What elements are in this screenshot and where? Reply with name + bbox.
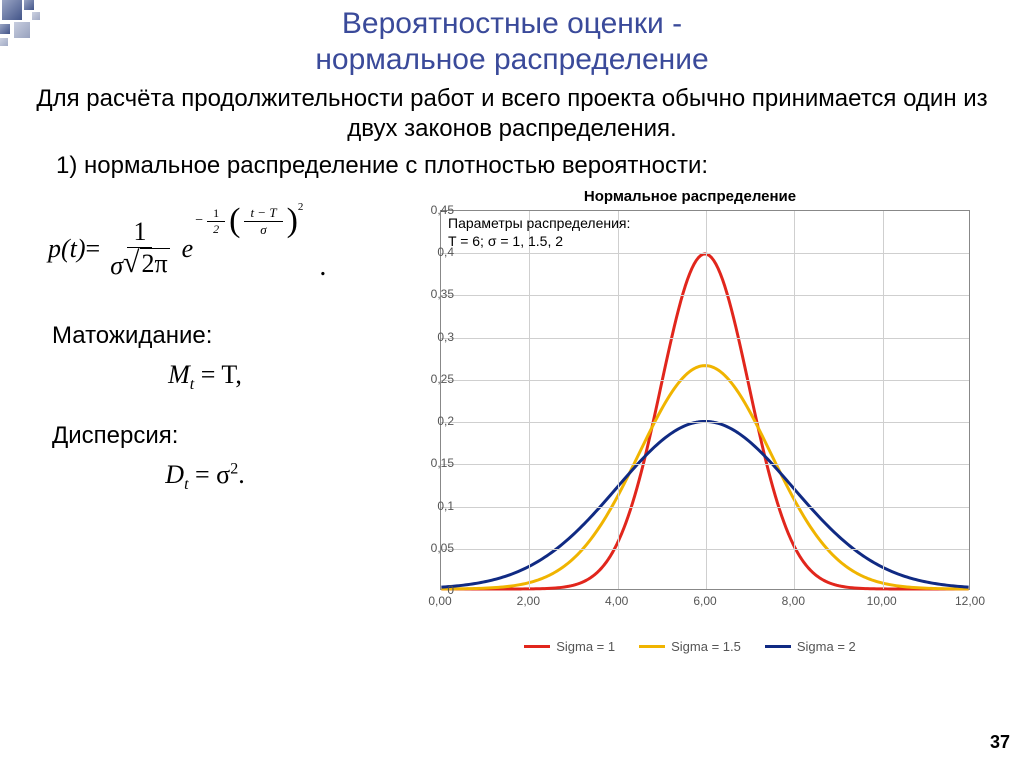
x-tick-label: 12,00 [955, 594, 985, 608]
legend-label-3: Sigma = 2 [797, 639, 856, 654]
curve-sigma-=-1.5 [441, 366, 968, 589]
eq-disp-lhs: D [165, 460, 184, 489]
y-tick-label: 0,25 [431, 372, 454, 386]
y-tick-label: 0,2 [437, 414, 454, 428]
title-line-1: Вероятностные оценки - [342, 7, 682, 40]
exp-inner-den: σ [254, 222, 272, 238]
eq-exp-lhs: M [168, 360, 190, 389]
frac1-num: 1 [127, 217, 152, 248]
x-tick-label: 2,00 [517, 594, 540, 608]
equation-expectation: Mt = T, [28, 356, 382, 404]
formula-e: e [182, 234, 194, 264]
label-expectation: Матожидание: [28, 304, 382, 356]
chart-curves-svg [441, 211, 969, 589]
legend-swatch-3 [765, 645, 791, 648]
formula-fraction-1: 1 σ√2π [104, 217, 175, 282]
intro-paragraph: Для расчёта продолжительности работ и вс… [0, 78, 1024, 148]
chart-parameters: Параметры распределения: T = 6; σ = 1, 1… [448, 214, 630, 250]
chart-plot-area [440, 210, 970, 590]
label-dispersion: Дисперсия: [28, 404, 382, 456]
formula-lhs: p(t) [48, 234, 86, 264]
legend-label-2: Sigma = 1.5 [671, 639, 741, 654]
exp-square: 2 [298, 201, 304, 213]
y-tick-label: 0,05 [431, 541, 454, 555]
eq-disp-rhs: = σ [189, 460, 231, 489]
chart-title: Нормальное распределение [390, 188, 990, 207]
legend-swatch-2 [639, 645, 665, 648]
eq-disp-end: . [238, 460, 245, 489]
legend-swatch-1 [524, 645, 550, 648]
curve-sigma-=-2 [441, 421, 968, 587]
exp-inner-num: t − T [244, 205, 282, 222]
y-tick-label: 0 [447, 583, 454, 597]
corner-decoration [0, 0, 60, 60]
chart-legend: Sigma = 1 Sigma = 1.5 Sigma = 2 [390, 639, 990, 654]
x-tick-label: 8,00 [782, 594, 805, 608]
legend-item-sigma-1-5: Sigma = 1.5 [639, 639, 741, 654]
y-tick-label: 0,35 [431, 287, 454, 301]
param-line-2: T = 6; σ = 1, 1.5, 2 [448, 232, 630, 250]
frac1-sigma: σ [110, 251, 123, 280]
legend-item-sigma-1: Sigma = 1 [524, 639, 615, 654]
frac1-den: σ√2π [104, 248, 175, 282]
y-tick-label: 0,3 [437, 330, 454, 344]
formula-exponent: − 1 2 ( t − T σ ) 2 [195, 205, 303, 238]
slide-title: Вероятностные оценки - нормальное распре… [0, 0, 1024, 78]
x-tick-label: 6,00 [693, 594, 716, 608]
x-tick-label: 4,00 [605, 594, 628, 608]
param-line-1: Параметры распределения: [448, 214, 630, 232]
exp-frac-num: 1 [207, 206, 225, 222]
formula-eq: = [86, 234, 101, 264]
sqrt: √2π [123, 248, 170, 282]
y-tick-label: 0,1 [437, 499, 454, 513]
y-tick-label: 0,45 [431, 203, 454, 217]
eq-exp-rhs: = T, [194, 360, 242, 389]
title-line-2: нормальное распределение [315, 43, 708, 76]
y-tick-label: 0,15 [431, 456, 454, 470]
y-tick-label: 0,4 [437, 245, 454, 259]
sqrt-arg: 2π [140, 248, 170, 279]
eq-disp-sup: 2 [230, 461, 238, 478]
legend-item-sigma-2: Sigma = 2 [765, 639, 856, 654]
legend-label-1: Sigma = 1 [556, 639, 615, 654]
x-tick-label: 10,00 [867, 594, 897, 608]
formula-period: . [303, 251, 326, 283]
normal-distribution-chart: Нормальное распределение Параметры распр… [390, 188, 990, 658]
page-number: 37 [990, 732, 1010, 753]
exp-neg: − [195, 213, 203, 229]
numbered-item-1: 1) нормальное распределение с плотностью… [0, 148, 1024, 188]
density-formula: p(t) = 1 σ√2π e − 1 2 ( t − T [28, 194, 382, 304]
exp-frac-den: 2 [207, 222, 225, 237]
equation-dispersion: Dt = σ2. [28, 456, 382, 504]
